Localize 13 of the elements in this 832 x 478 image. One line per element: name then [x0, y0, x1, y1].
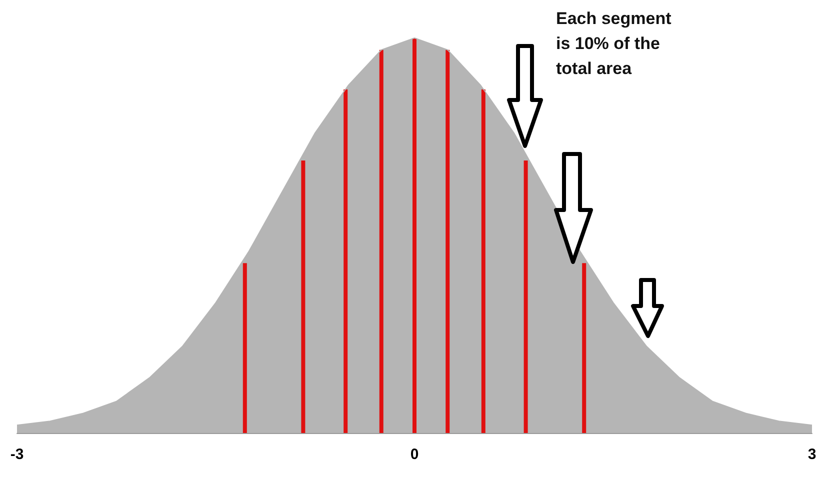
x-tick-label: 0	[410, 446, 419, 463]
x-tick-label: 3	[808, 446, 816, 463]
x-tick-label: -3	[10, 446, 24, 463]
annotation: Each segment is 10% of the total area	[556, 8, 672, 80]
bar	[412, 38, 416, 433]
bar	[344, 89, 348, 433]
bar	[242, 263, 247, 433]
bar	[481, 89, 486, 433]
bar	[524, 160, 528, 433]
bar	[446, 50, 450, 433]
bar	[301, 160, 306, 433]
bar	[582, 263, 586, 433]
bar	[379, 50, 384, 433]
